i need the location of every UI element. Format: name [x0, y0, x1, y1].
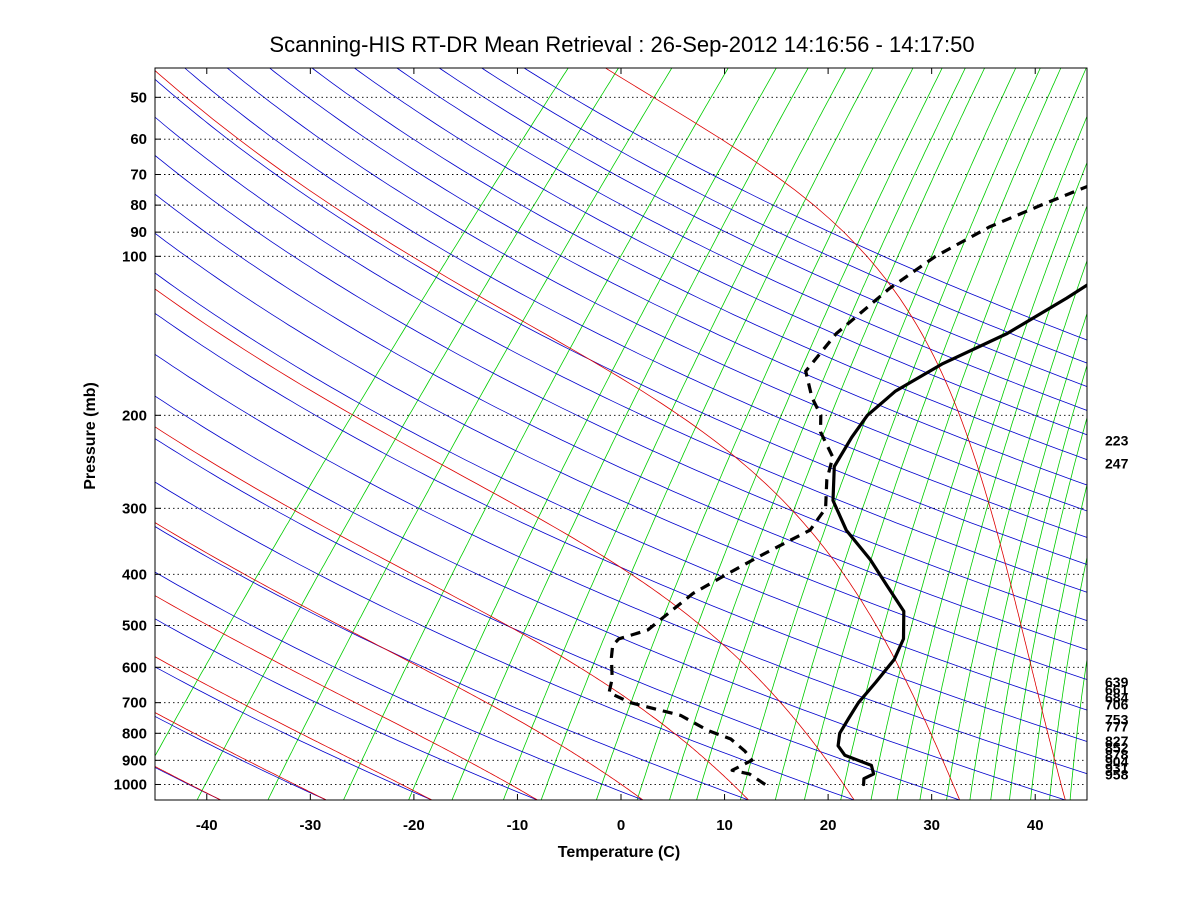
- y-tick-label: 600: [122, 659, 147, 676]
- x-tick-label: 0: [617, 817, 625, 834]
- skewt-chart: Scanning-HIS RT-DR Mean Retrieval : 26-S…: [0, 0, 1200, 900]
- x-tick-label: 10: [716, 817, 733, 834]
- chart-title: Scanning-HIS RT-DR Mean Retrieval : 26-S…: [269, 32, 974, 57]
- x-axis-label: Temperature (C): [558, 844, 680, 861]
- y-tick-label: 70: [130, 167, 147, 184]
- x-tick-label: 30: [923, 817, 940, 834]
- y-tick-label: 300: [122, 500, 147, 517]
- y-tick-label: 700: [122, 695, 147, 712]
- y-axis-label: Pressure (mb): [82, 382, 99, 490]
- x-tick-label: -40: [196, 817, 218, 834]
- x-tick-label: 20: [820, 817, 837, 834]
- y-tick-label: 80: [130, 197, 147, 214]
- x-tick-label: -20: [403, 817, 425, 834]
- right-level-label: 247: [1105, 456, 1129, 472]
- y-tick-label: 900: [122, 752, 147, 769]
- y-tick-label: 200: [122, 407, 147, 424]
- x-tick-label: -10: [507, 817, 529, 834]
- y-tick-label: 50: [130, 89, 147, 106]
- right-level-label: 958: [1105, 767, 1129, 783]
- x-tick-label: 40: [1027, 817, 1044, 834]
- right-level-label: 223: [1105, 432, 1129, 448]
- y-tick-label: 800: [122, 725, 147, 742]
- y-tick-label: 90: [130, 224, 147, 241]
- y-tick-label: 60: [130, 131, 147, 148]
- y-tick-label: 100: [122, 248, 147, 265]
- y-tick-label: 500: [122, 617, 147, 634]
- x-tick-label: -30: [299, 817, 321, 834]
- y-tick-label: 400: [122, 566, 147, 583]
- page-background: [0, 0, 1200, 900]
- y-tick-label: 1000: [114, 776, 147, 793]
- right-level-label: 706: [1105, 697, 1129, 713]
